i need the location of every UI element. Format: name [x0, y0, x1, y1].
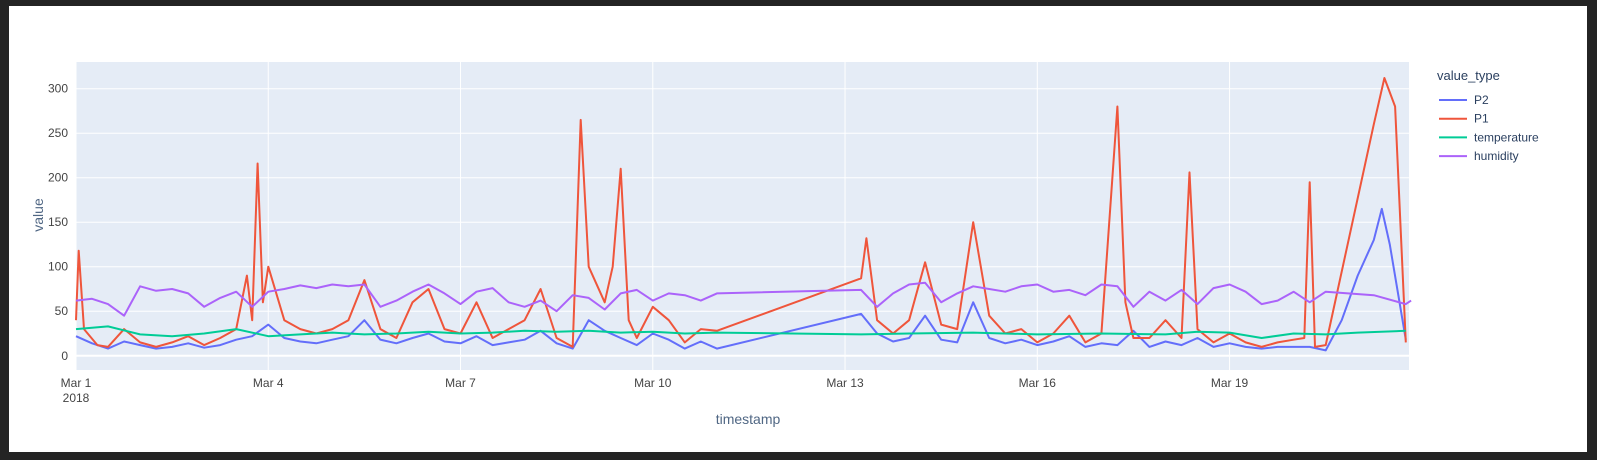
y-tick-label: 200: [48, 171, 68, 185]
x-tick-sublabel: 2018: [63, 391, 90, 405]
legend-label-humidity[interactable]: humidity: [1474, 149, 1519, 163]
series-line-temperature: [75, 325, 1406, 339]
legend-label-P1[interactable]: P1: [1474, 112, 1489, 126]
y-axis-title: value: [30, 198, 46, 232]
y-gridlines: [76, 88, 1409, 357]
x-tick-label: Mar 10: [634, 376, 672, 390]
legend-label-P2[interactable]: P2: [1474, 93, 1489, 107]
plot-background: [76, 62, 1409, 370]
x-tick-label: Mar 7: [445, 376, 476, 390]
series-line-humidity: [75, 281, 1412, 317]
y-tick-label: 300: [48, 82, 68, 96]
y-tick-label: 250: [48, 126, 68, 140]
legend-label-temperature[interactable]: temperature: [1474, 130, 1539, 144]
series-lines: [75, 77, 1412, 352]
legend: value_type P2 P1 temperature humidity: [1437, 68, 1539, 163]
series-line-P1: [75, 77, 1407, 348]
y-tick-label: 100: [48, 260, 68, 274]
x-tick-label: Mar 19: [1211, 376, 1249, 390]
x-tick-label: Mar 13: [826, 376, 864, 390]
x-gridlines: [75, 62, 1231, 370]
x-tick-label: Mar 16: [1019, 376, 1057, 390]
chart-card: Mar 1 2018 Mar 4 Mar 7 Mar 10 Mar 13 Mar 16 Mar…: [9, 6, 1587, 452]
x-tick-label: Mar 1: [61, 376, 92, 390]
y-tick-label: 150: [48, 215, 68, 229]
legend-title: value_type: [1437, 68, 1500, 83]
x-tick-label: Mar 4: [253, 376, 284, 390]
x-axis-title: timestamp: [716, 411, 781, 427]
series-line-P2: [75, 207, 1407, 352]
y-tick-label: 0: [61, 349, 68, 363]
y-tick-label: 50: [55, 304, 69, 318]
y-tick-labels: 0 50 100 150 200 250 300: [48, 82, 68, 363]
